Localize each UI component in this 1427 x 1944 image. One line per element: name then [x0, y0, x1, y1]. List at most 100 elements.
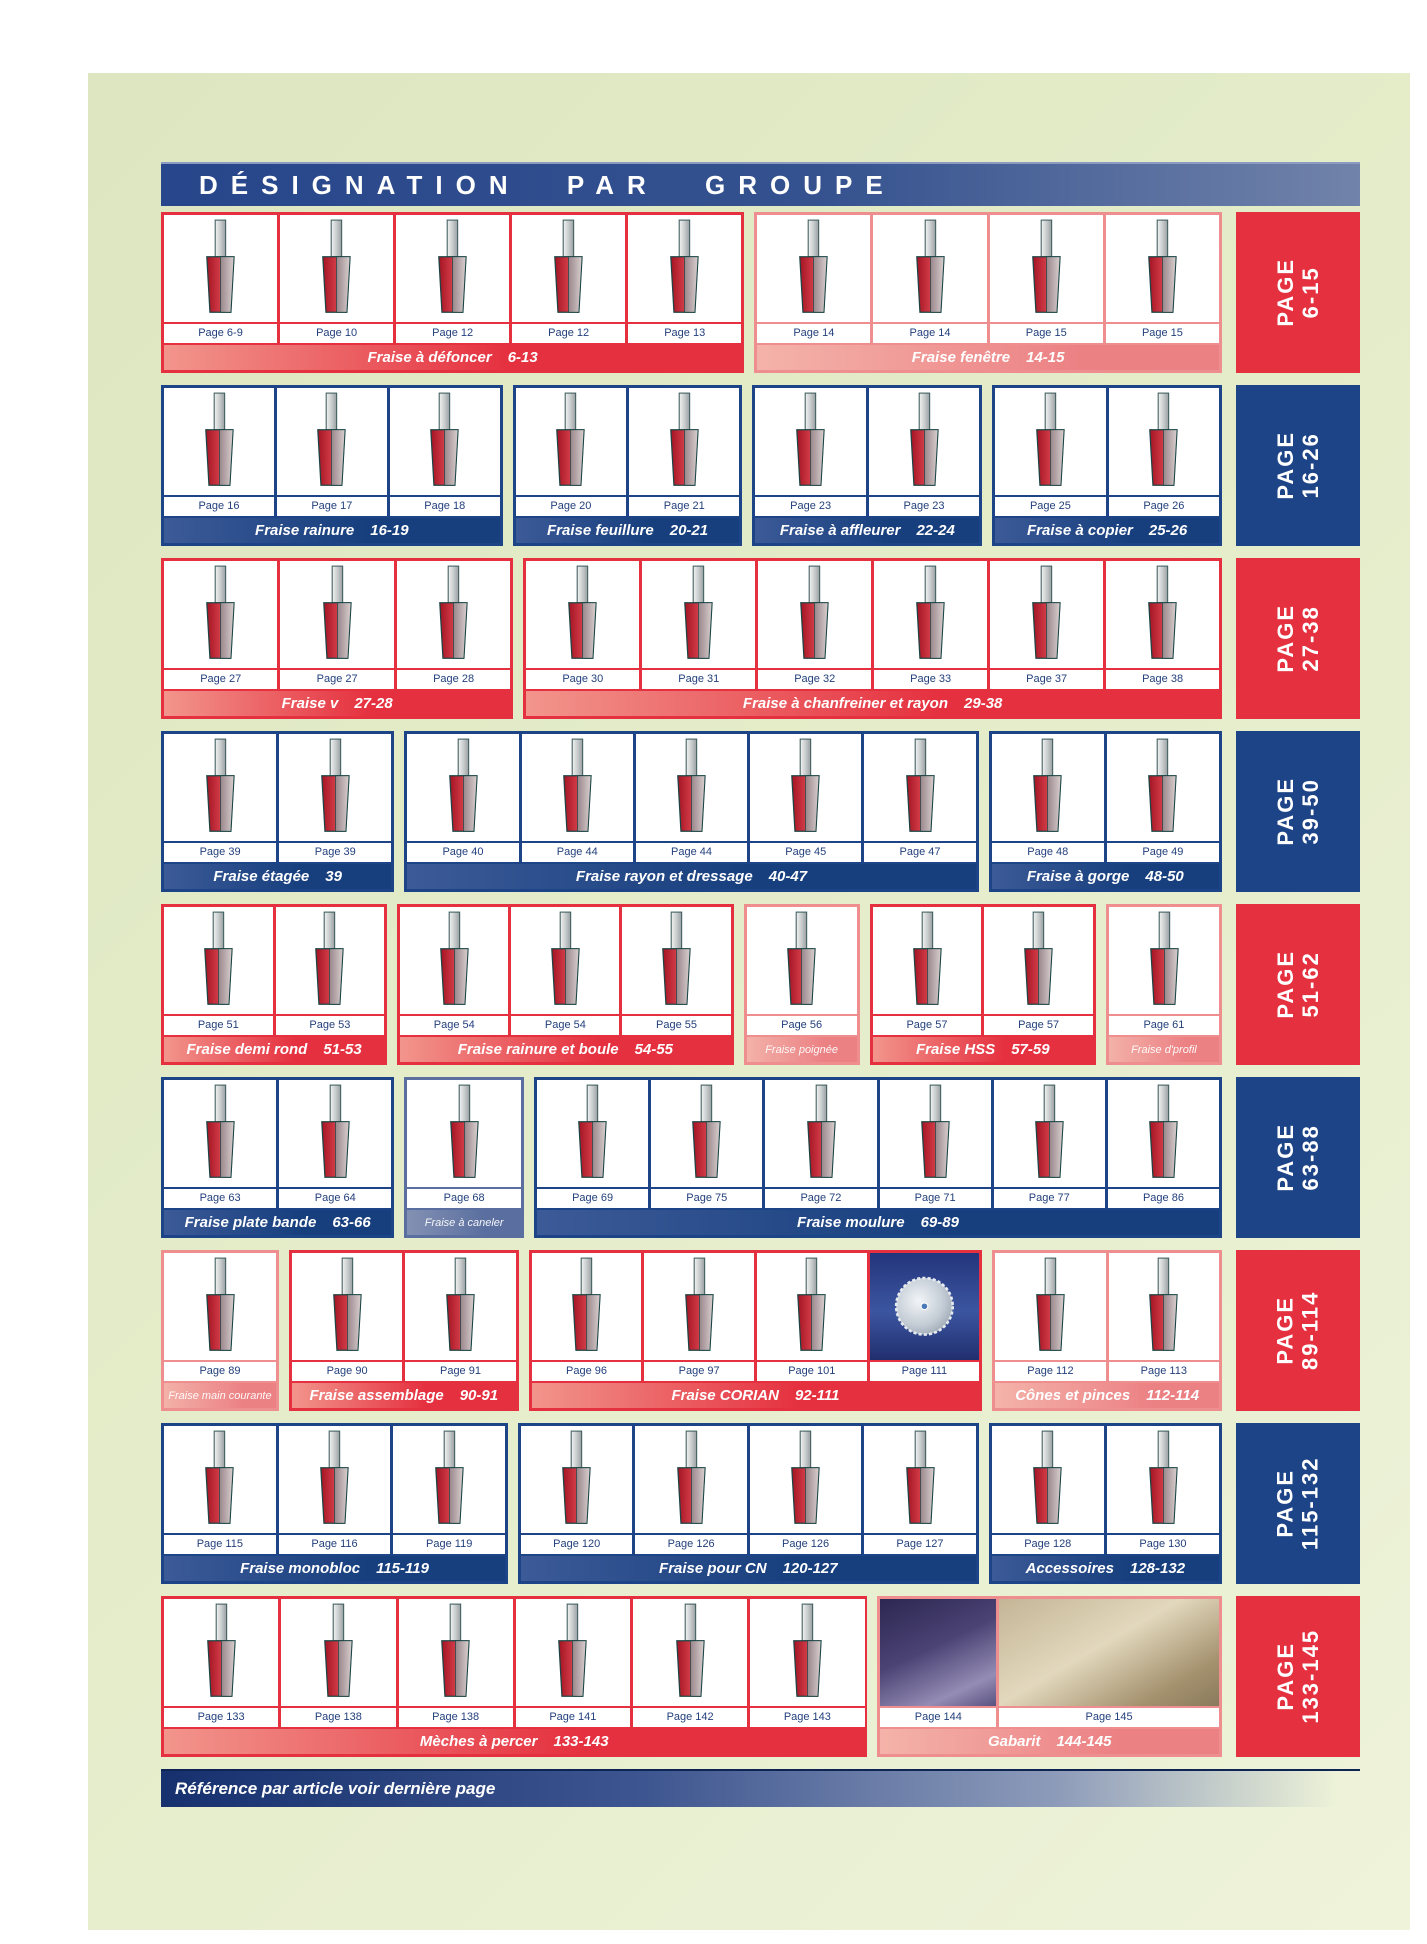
product-thumbnail[interactable] [990, 561, 1104, 668]
product-thumbnail[interactable] [398, 1599, 513, 1706]
group-name: Fraise monobloc [240, 1560, 361, 1577]
product-thumbnail[interactable] [1105, 215, 1220, 322]
product-thumbnail[interactable] [995, 1253, 1106, 1360]
product-thumbnail[interactable] [869, 1253, 980, 1360]
product-thumbnail[interactable] [1108, 388, 1220, 495]
product-thumbnail[interactable] [531, 1253, 642, 1360]
product-thumbnail[interactable] [511, 907, 620, 1014]
page-range-tab[interactable]: PAGE 16-26 [1236, 385, 1360, 546]
product-thumbnail[interactable] [749, 1426, 862, 1533]
product-thumbnail[interactable] [746, 907, 857, 1014]
router-use-photo[interactable] [999, 1599, 1219, 1706]
product-thumbnail[interactable] [874, 561, 988, 668]
tab-range: 27-38 [1298, 605, 1323, 672]
product-thumbnail[interactable] [868, 388, 980, 495]
product-thumbnail[interactable] [291, 1253, 403, 1360]
product-thumbnail[interactable] [989, 215, 1103, 322]
page-range-tab[interactable]: PAGE 6-15 [1236, 212, 1360, 373]
product-thumbnail[interactable] [758, 561, 872, 668]
product-thumbnail[interactable] [872, 907, 982, 1014]
page-range-tab[interactable]: PAGE 51-62 [1236, 904, 1360, 1065]
product-thumbnail[interactable] [651, 1080, 763, 1187]
product-thumbnail[interactable] [765, 1080, 877, 1187]
router-bit-icon [1149, 392, 1179, 487]
product-thumbnail[interactable] [279, 1080, 392, 1187]
product-thumbnail[interactable] [407, 734, 519, 841]
page-number-label: Page 39 [279, 843, 392, 862]
page-range-tab[interactable]: PAGE 115-132 [1236, 1423, 1360, 1584]
product-thumbnail[interactable] [276, 388, 387, 495]
product-thumbnail[interactable] [755, 388, 866, 495]
product-thumbnail[interactable] [279, 734, 392, 841]
product-thumbnail[interactable] [993, 1080, 1105, 1187]
page-number-label: Page 17 [276, 497, 387, 516]
page-range-tab[interactable]: PAGE 63-88 [1236, 1077, 1360, 1238]
product-thumbnail[interactable] [400, 907, 509, 1014]
jig-photo[interactable] [880, 1599, 997, 1706]
product-thumbnail[interactable] [278, 1426, 391, 1533]
product-thumbnail[interactable] [757, 215, 871, 322]
page-range-tab[interactable]: PAGE 133-145 [1236, 1596, 1360, 1757]
page-range-tab-label: PAGE 6-15 [1273, 258, 1324, 327]
product-thumbnail[interactable] [164, 215, 278, 322]
product-thumbnail[interactable] [750, 1599, 865, 1706]
page-range-tab[interactable]: PAGE 27-38 [1236, 558, 1360, 719]
product-thumbnail[interactable] [1106, 561, 1220, 668]
footer-note: Référence par article voir dernière page [175, 1779, 496, 1798]
product-thumbnail[interactable] [275, 907, 385, 1014]
product-thumbnail[interactable] [879, 1080, 991, 1187]
product-thumbnail[interactable] [622, 907, 731, 1014]
product-thumbnail[interactable] [628, 215, 742, 322]
product-thumbnail[interactable] [521, 1426, 633, 1533]
product-thumbnail[interactable] [396, 561, 511, 668]
product-thumbnail[interactable] [991, 734, 1104, 841]
product-thumbnail[interactable] [991, 1426, 1104, 1533]
product-thumbnail[interactable] [1106, 1426, 1220, 1533]
page-range-tab[interactable]: PAGE 89-114 [1236, 1250, 1360, 1411]
product-thumbnail[interactable] [164, 1599, 279, 1706]
product-thumbnail[interactable] [280, 561, 394, 668]
product-thumbnail[interactable] [873, 215, 987, 322]
page-range-tab[interactable]: PAGE 39-50 [1236, 731, 1360, 892]
product-thumbnail[interactable] [164, 388, 274, 495]
product-thumbnail[interactable] [864, 1426, 976, 1533]
product-thumbnail[interactable] [995, 388, 1106, 495]
router-bit-icon [915, 219, 945, 314]
router-bit-icon [441, 1603, 470, 1698]
product-thumbnail[interactable] [644, 1253, 754, 1360]
product-thumbnail[interactable] [537, 1080, 649, 1187]
product-thumbnail[interactable] [756, 1253, 867, 1360]
product-thumbnail[interactable] [635, 734, 748, 841]
product-thumbnail[interactable] [633, 1599, 748, 1706]
product-thumbnail[interactable] [1106, 734, 1219, 841]
product-thumbnail[interactable] [396, 215, 510, 322]
product-thumbnail[interactable] [393, 1426, 506, 1533]
product-thumbnail[interactable] [407, 1080, 521, 1187]
product-thumbnail[interactable] [750, 734, 862, 841]
product-thumbnail[interactable] [164, 907, 273, 1014]
product-thumbnail[interactable] [281, 1599, 396, 1706]
group-name-strip: Fraise à affleurer 22-24 [755, 518, 980, 543]
product-thumbnail[interactable] [635, 1426, 747, 1533]
product-thumbnail[interactable] [389, 388, 500, 495]
product-thumbnail[interactable] [629, 388, 740, 495]
product-thumbnail[interactable] [1108, 907, 1219, 1014]
product-thumbnail[interactable] [164, 1253, 276, 1360]
product-thumbnail[interactable] [1107, 1080, 1220, 1187]
product-thumbnail[interactable] [405, 1253, 516, 1360]
product-thumbnail[interactable] [164, 1080, 277, 1187]
product-thumbnail[interactable] [521, 734, 633, 841]
product-thumbnail[interactable] [280, 215, 394, 322]
product-thumbnail[interactable] [515, 1599, 630, 1706]
router-bit-icon [1036, 1257, 1065, 1352]
product-thumbnail[interactable] [512, 215, 626, 322]
product-thumbnail[interactable] [164, 734, 277, 841]
product-thumbnail[interactable] [526, 561, 640, 668]
product-thumbnail[interactable] [164, 561, 278, 668]
product-thumbnail[interactable] [864, 734, 976, 841]
product-thumbnail[interactable] [1108, 1253, 1220, 1360]
product-thumbnail[interactable] [642, 561, 756, 668]
product-thumbnail[interactable] [164, 1426, 276, 1533]
product-thumbnail[interactable] [515, 388, 627, 495]
product-thumbnail[interactable] [984, 907, 1093, 1014]
